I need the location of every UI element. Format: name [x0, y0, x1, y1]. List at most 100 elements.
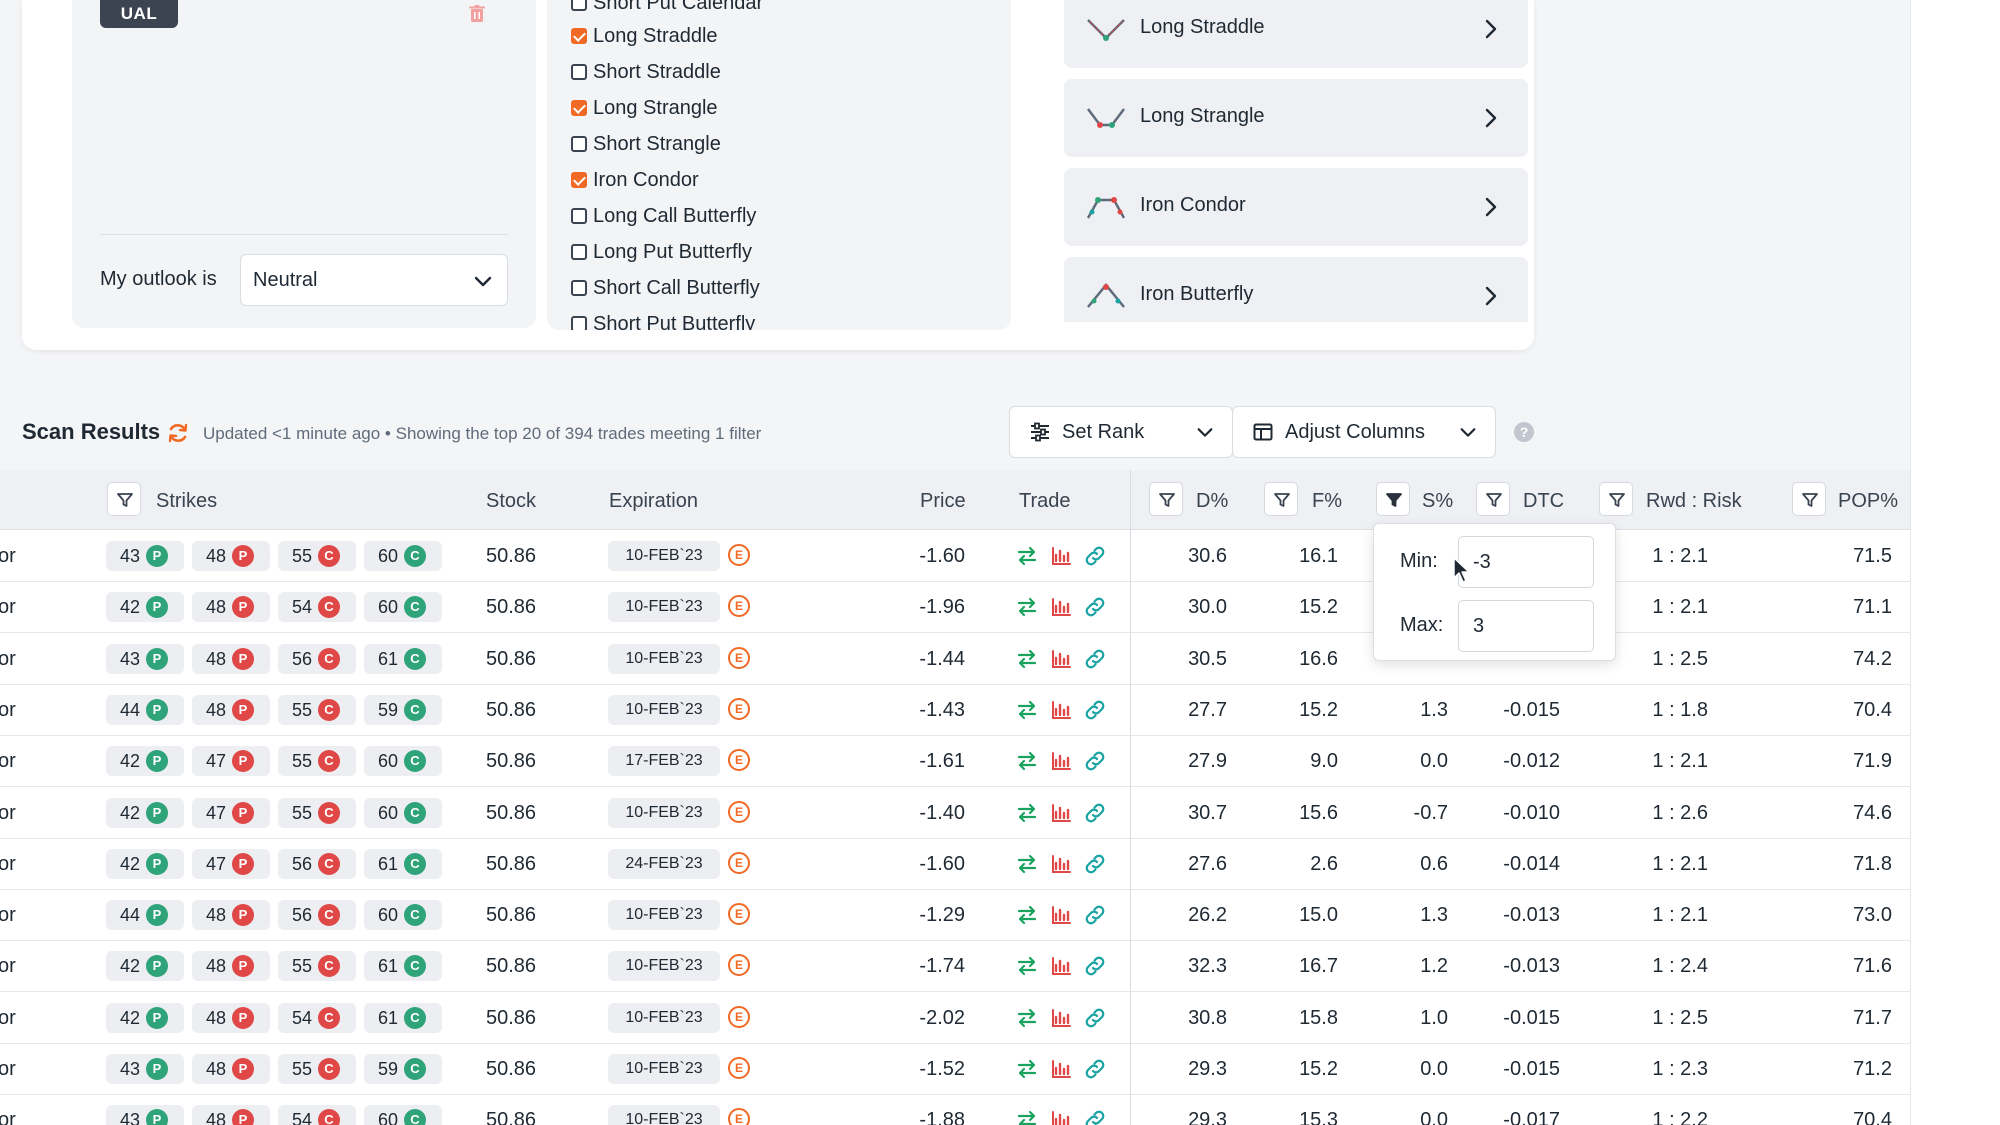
- header-rwd-risk[interactable]: Rwd : Risk: [1646, 490, 1742, 512]
- chart-icon[interactable]: [1050, 1109, 1072, 1125]
- strategy-checkbox-item[interactable]: Short Put Butterfly: [571, 309, 755, 330]
- chart-icon[interactable]: [1050, 699, 1072, 721]
- adjust-columns-button[interactable]: Adjust Columns: [1232, 406, 1496, 458]
- refresh-icon[interactable]: [167, 422, 189, 444]
- chart-icon[interactable]: [1050, 904, 1072, 926]
- header-pop[interactable]: POP%: [1838, 490, 1899, 512]
- min-input[interactable]: [1458, 536, 1594, 588]
- header-stock[interactable]: Stock: [486, 490, 537, 512]
- checkbox-checked[interactable]: [571, 28, 587, 44]
- checkbox-unchecked[interactable]: [571, 316, 587, 330]
- link-icon[interactable]: [1084, 904, 1106, 926]
- strategy-checkbox-item[interactable]: Short Put Calendar: [571, 0, 763, 18]
- strategy-checkbox-item[interactable]: Long Call Butterfly: [571, 201, 756, 231]
- table-row[interactable]: or 44 P 48 P 55 C 59 C 50.86 10-FEB`23 E -1.43 27.7 15…: [0, 685, 1910, 736]
- swap-icon[interactable]: [1016, 955, 1038, 977]
- chart-icon[interactable]: [1050, 1007, 1072, 1029]
- swap-icon[interactable]: [1016, 699, 1038, 721]
- strike-chip: 61 C: [364, 643, 442, 674]
- table-row[interactable]: or 42 P 48 P 54 C 60 C 50.86 10-FEB`23 E -1.96 30.0 15…: [0, 582, 1910, 634]
- link-icon[interactable]: [1084, 750, 1106, 772]
- swap-icon[interactable]: [1016, 1058, 1038, 1080]
- swap-icon[interactable]: [1016, 750, 1038, 772]
- max-input[interactable]: [1458, 600, 1594, 652]
- link-icon[interactable]: [1084, 545, 1106, 567]
- checkbox-checked[interactable]: [571, 100, 587, 116]
- strategy-card[interactable]: Long Straddle: [1064, 0, 1528, 68]
- checkbox-unchecked[interactable]: [571, 136, 587, 152]
- table-row[interactable]: or 42 P 48 P 55 C 61 C 50.86 10-FEB`23 E -1.74 32.3 16…: [0, 941, 1910, 993]
- strike-chip: 60 C: [364, 1105, 442, 1125]
- trash-icon[interactable]: [469, 5, 485, 23]
- ticker-chip[interactable]: UAL: [100, 0, 178, 28]
- strategy-checkbox-item[interactable]: Short Straddle: [571, 57, 721, 87]
- f-filter-button[interactable]: [1264, 482, 1298, 516]
- chart-icon[interactable]: [1050, 750, 1072, 772]
- dtc-filter-button[interactable]: [1476, 482, 1510, 516]
- chart-icon[interactable]: [1050, 596, 1072, 618]
- swap-icon[interactable]: [1016, 1007, 1038, 1029]
- strikes-filter-button[interactable]: [107, 482, 141, 516]
- help-icon[interactable]: ?: [1514, 422, 1534, 442]
- strategy-card[interactable]: Iron Butterfly: [1064, 257, 1528, 322]
- chart-icon[interactable]: [1050, 1058, 1072, 1080]
- strategy-checkbox-item[interactable]: Iron Condor: [571, 165, 699, 195]
- swap-icon[interactable]: [1016, 1109, 1038, 1125]
- strategy-checkbox-item[interactable]: Long Put Butterfly: [571, 237, 752, 267]
- table-row[interactable]: or 44 P 48 P 56 C 60 C 50.86 10-FEB`23 E -1.29 26.2 15…: [0, 890, 1910, 942]
- chart-icon[interactable]: [1050, 955, 1072, 977]
- link-icon[interactable]: [1084, 955, 1106, 977]
- header-f[interactable]: F%: [1312, 490, 1342, 512]
- s-filter-button-active[interactable]: [1376, 482, 1410, 516]
- link-icon[interactable]: [1084, 596, 1106, 618]
- table-row[interactable]: or 43 P 48 P 55 C 59 C 50.86 10-FEB`23 E -1.52 29.3 15…: [0, 1044, 1910, 1095]
- link-icon[interactable]: [1084, 1058, 1106, 1080]
- link-icon[interactable]: [1084, 648, 1106, 670]
- strategy-checkbox-item[interactable]: Short Call Butterfly: [571, 273, 760, 303]
- table-row[interactable]: or 42 P 47 P 55 C 60 C 50.86 10-FEB`23 E -1.40 30.7 15…: [0, 788, 1910, 839]
- chart-icon[interactable]: [1050, 648, 1072, 670]
- table-row[interactable]: or 43 P 48 P 55 C 60 C 50.86 10-FEB`23 E -1.60 30.6 16…: [0, 531, 1910, 582]
- strategy-checkbox-item[interactable]: Short Strangle: [571, 129, 721, 159]
- swap-icon[interactable]: [1016, 904, 1038, 926]
- link-icon[interactable]: [1084, 1109, 1106, 1125]
- checkbox-unchecked[interactable]: [571, 64, 587, 80]
- chart-icon[interactable]: [1050, 802, 1072, 824]
- strategy-checkbox-item[interactable]: Long Straddle: [571, 21, 718, 51]
- header-s[interactable]: S%: [1422, 490, 1454, 512]
- table-row[interactable]: or 42 P 48 P 54 C 61 C 50.86 10-FEB`23 E -2.02 30.8 15…: [0, 993, 1910, 1044]
- strategy-card[interactable]: Long Strangle: [1064, 79, 1528, 157]
- strategy-card[interactable]: Iron Condor: [1064, 168, 1528, 246]
- checkbox-unchecked[interactable]: [571, 280, 587, 296]
- chart-icon[interactable]: [1050, 853, 1072, 875]
- header-d[interactable]: D%: [1196, 490, 1229, 512]
- checkbox-unchecked[interactable]: [571, 0, 587, 11]
- checkbox-checked[interactable]: [571, 172, 587, 188]
- rwd-risk-filter-button[interactable]: [1599, 482, 1633, 516]
- outlook-select[interactable]: Neutral: [240, 254, 508, 306]
- swap-icon[interactable]: [1016, 802, 1038, 824]
- swap-icon[interactable]: [1016, 596, 1038, 618]
- header-price[interactable]: Price: [920, 490, 966, 512]
- swap-icon[interactable]: [1016, 853, 1038, 875]
- table-row[interactable]: or 43 P 48 P 56 C 61 C 50.86 10-FEB`23 E -1.44 30.5 16…: [0, 634, 1910, 685]
- pop-filter-button[interactable]: [1792, 482, 1826, 516]
- header-strikes[interactable]: Strikes: [156, 490, 218, 512]
- swap-icon[interactable]: [1016, 545, 1038, 567]
- header-dtc[interactable]: DTC: [1523, 490, 1565, 512]
- link-icon[interactable]: [1084, 699, 1106, 721]
- link-icon[interactable]: [1084, 853, 1106, 875]
- link-icon[interactable]: [1084, 1007, 1106, 1029]
- table-row[interactable]: or 42 P 47 P 56 C 61 C 50.86 24-FEB`23 E -1.60 27.6 2.…: [0, 839, 1910, 890]
- chart-icon[interactable]: [1050, 545, 1072, 567]
- checkbox-unchecked[interactable]: [571, 244, 587, 260]
- link-icon[interactable]: [1084, 802, 1106, 824]
- table-row[interactable]: or 42 P 47 P 55 C 60 C 50.86 17-FEB`23 E -1.61 27.9 9.…: [0, 736, 1910, 788]
- d-filter-button[interactable]: [1149, 482, 1183, 516]
- swap-icon[interactable]: [1016, 648, 1038, 670]
- set-rank-button[interactable]: Set Rank: [1009, 406, 1233, 458]
- strategy-checkbox-item[interactable]: Long Strangle: [571, 93, 718, 123]
- table-row[interactable]: or 43 P 48 P 54 C 60 C 50.86 10-FEB`23 E -1.88 29.3 15…: [0, 1095, 1910, 1125]
- checkbox-unchecked[interactable]: [571, 208, 587, 224]
- header-expiration[interactable]: Expiration: [609, 490, 698, 512]
